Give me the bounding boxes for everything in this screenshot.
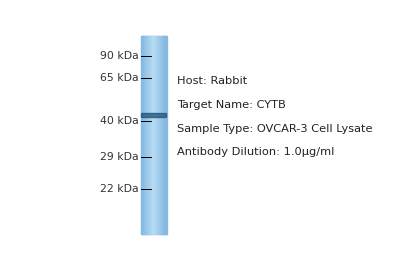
Text: Sample Type: OVCAR-3 Cell Lysate: Sample Type: OVCAR-3 Cell Lysate [177, 124, 373, 134]
Bar [162, 36, 163, 234]
Bar [142, 36, 143, 234]
Text: 29 kDa: 29 kDa [100, 152, 138, 162]
Bar [158, 36, 159, 234]
Bar [144, 36, 145, 234]
Bar [155, 36, 156, 234]
Bar [153, 36, 154, 234]
Text: Target Name: CYTB: Target Name: CYTB [177, 100, 286, 110]
Bar [152, 36, 153, 234]
Bar [157, 36, 158, 234]
Bar [161, 36, 162, 234]
Bar [165, 36, 166, 234]
Bar [142, 113, 166, 117]
Bar [158, 36, 159, 234]
Bar [159, 36, 160, 234]
Text: 22 kDa: 22 kDa [100, 184, 138, 194]
Bar [146, 36, 147, 234]
Bar [152, 36, 153, 234]
Bar [164, 36, 165, 234]
Bar [144, 36, 145, 234]
Bar [149, 36, 150, 234]
Bar [164, 36, 165, 234]
Bar [160, 36, 161, 234]
Bar [149, 36, 150, 234]
Text: 40 kDa: 40 kDa [100, 116, 138, 127]
Text: 65 kDa: 65 kDa [100, 73, 138, 83]
Bar [155, 36, 156, 234]
Bar [165, 36, 166, 234]
Bar [161, 36, 162, 234]
Bar [151, 36, 152, 234]
Bar [142, 36, 143, 234]
Bar [145, 36, 146, 234]
Bar [160, 36, 161, 234]
Text: 90 kDa: 90 kDa [100, 51, 138, 61]
Bar [153, 36, 154, 234]
Bar [157, 36, 158, 234]
Bar [148, 36, 149, 234]
Bar [147, 36, 148, 234]
Bar [143, 36, 144, 234]
Bar [143, 36, 144, 234]
Bar [146, 36, 147, 234]
Bar [150, 36, 151, 234]
Bar [163, 36, 164, 234]
Bar [148, 36, 149, 234]
Bar [156, 36, 157, 234]
Bar [145, 36, 146, 234]
Bar [159, 36, 160, 234]
Bar [154, 36, 155, 234]
Bar [147, 36, 148, 234]
Bar [156, 36, 157, 234]
Bar [151, 36, 152, 234]
Bar [154, 36, 155, 234]
Bar [150, 36, 151, 234]
Text: Antibody Dilution: 1.0µg/ml: Antibody Dilution: 1.0µg/ml [177, 147, 334, 157]
Bar [163, 36, 164, 234]
Bar [162, 36, 163, 234]
Text: Host: Rabbit: Host: Rabbit [177, 76, 247, 87]
